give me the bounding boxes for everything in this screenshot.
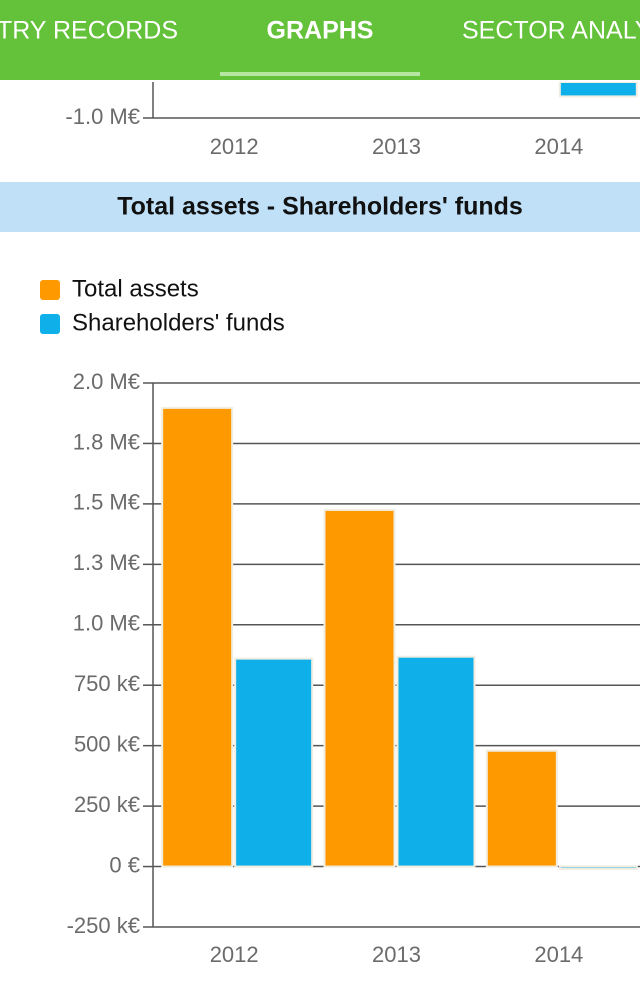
y-tick-label: 1.0 M€: [73, 611, 140, 636]
y-tick-label: 1.8 M€: [73, 429, 140, 454]
y-tick-label: 1.3 M€: [73, 550, 140, 575]
x-tick-label: 2013: [372, 942, 421, 967]
plot: [161, 406, 638, 870]
plot: [558, 82, 638, 98]
bar: [396, 655, 476, 868]
x-tick-label: 2014: [534, 942, 583, 967]
legend-swatch: [40, 280, 60, 300]
y-tick-label: 750 k€: [74, 671, 140, 696]
y-tick-label: 1.5 M€: [73, 490, 140, 515]
tab[interactable]: REGISTRY RECORDS: [0, 17, 178, 45]
y-tick-label: 250 k€: [74, 792, 140, 817]
x-tick-label: 2014: [534, 134, 583, 159]
bar: [558, 865, 638, 870]
legend-label: Total assets: [72, 275, 199, 302]
x-tick-label: 2013: [372, 134, 421, 159]
bar: [323, 508, 396, 868]
legend-swatch: [40, 314, 60, 334]
section-header: [0, 182, 640, 232]
section-title: Total assets - Shareholders' funds: [117, 193, 523, 221]
y-tick-label: -1.0 M€: [65, 104, 140, 129]
tab-active[interactable]: GRAPHS: [267, 17, 374, 45]
legend-label: Shareholders' funds: [72, 309, 285, 336]
y-tick-label: -250 k€: [67, 913, 140, 938]
x-tick-label: 2012: [210, 134, 259, 159]
y-tick-label: 2.0 M€: [73, 369, 140, 394]
x-tick-label: 2012: [210, 942, 259, 967]
bar: [558, 82, 638, 98]
tab-bar: [0, 0, 640, 80]
bar: [234, 657, 314, 868]
y-tick-label: 500 k€: [74, 731, 140, 756]
bar: [161, 406, 234, 868]
tab[interactable]: SECTOR ANALYSIS: [462, 17, 640, 45]
tab-indicator: [220, 72, 420, 76]
bar: [485, 749, 558, 868]
y-tick-label: 0 €: [109, 852, 140, 877]
